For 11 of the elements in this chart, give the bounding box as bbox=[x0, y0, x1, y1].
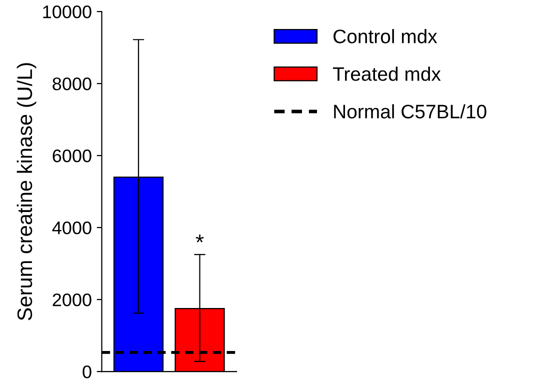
y-tick-label: 8000 bbox=[52, 77, 92, 90]
y-tick-label: 10000 bbox=[43, 5, 92, 18]
y-axis-title: Serum creatine kinase (U/L) bbox=[16, 63, 36, 320]
y-tick-label: 4000 bbox=[52, 221, 92, 234]
y-tick-label: 0 bbox=[82, 365, 92, 378]
y-tick-label: 6000 bbox=[52, 149, 92, 162]
annotation: * bbox=[196, 234, 204, 242]
y-tick-label: 2000 bbox=[52, 293, 92, 306]
legend-label: Control mdx bbox=[334, 29, 438, 44]
legend-label: Normal C57BL/10 bbox=[334, 104, 486, 118]
legend-label: Treated mdx bbox=[332, 66, 441, 81]
